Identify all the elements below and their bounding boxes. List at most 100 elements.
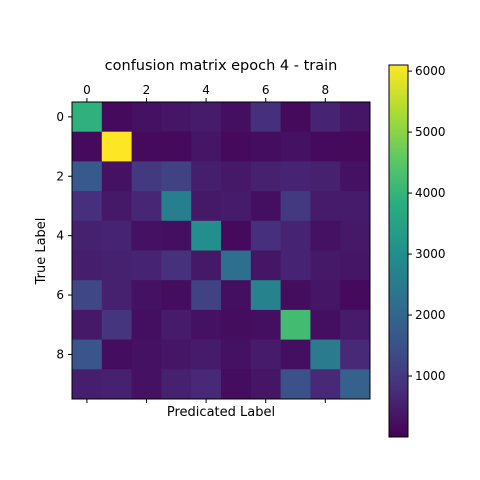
heatmap-cell	[340, 191, 371, 222]
heatmap-cell	[250, 131, 282, 162]
heatmap-cell	[191, 102, 222, 133]
heatmap-cell	[72, 339, 103, 370]
heatmap-cell	[191, 220, 222, 251]
heatmap-cell	[131, 102, 162, 133]
heatmap-cell	[161, 369, 192, 400]
heatmap-cell	[221, 309, 252, 341]
heatmap-cell	[310, 102, 341, 133]
heatmap-cell	[310, 309, 341, 341]
colorbar-tick-label: 3000	[415, 247, 446, 261]
heatmap-cell	[310, 131, 341, 162]
colorbar-tick-label: 4000	[415, 186, 446, 200]
heatmap-cell	[131, 131, 162, 162]
heatmap-cell	[191, 131, 222, 162]
heatmap-cell	[280, 280, 311, 311]
heatmap-cell	[101, 161, 133, 192]
heatmap-cell	[72, 309, 103, 341]
heatmap-cell	[221, 102, 252, 133]
heatmap-cell	[101, 220, 133, 251]
heatmap-cell	[250, 161, 282, 192]
heatmap-cell	[340, 220, 371, 251]
heatmap-cell	[280, 250, 311, 281]
heatmap-cell	[340, 339, 371, 370]
heatmap-cell	[221, 191, 252, 222]
heatmap-cell	[250, 309, 282, 341]
heatmap-cell	[221, 131, 252, 162]
colorbar-tick-label: 2000	[415, 308, 446, 322]
heatmap-cell	[101, 250, 133, 281]
heatmap-cell	[280, 369, 311, 400]
plot-frame	[71, 101, 371, 400]
heatmap-cell	[161, 131, 192, 162]
y-tick-label: 0	[56, 110, 64, 124]
heatmap-cell	[131, 220, 162, 251]
heatmap-cell	[340, 131, 371, 162]
x-tick-label: 2	[143, 83, 151, 97]
heatmap-cell	[72, 131, 103, 162]
heatmap-cell	[131, 191, 162, 222]
heatmap-cell	[131, 369, 162, 400]
heatmap-cell	[161, 280, 192, 311]
heatmap-cell	[310, 369, 341, 400]
heatmap-cell	[101, 339, 133, 370]
heatmap-cell	[161, 102, 192, 133]
x-tick-label: 6	[262, 83, 270, 97]
heatmap-cell	[131, 339, 162, 370]
y-tick-label: 2	[56, 169, 64, 183]
heatmap-cell	[72, 161, 103, 192]
heatmap-cell	[161, 309, 192, 341]
heatmap-cell	[72, 191, 103, 222]
heatmap-cell	[191, 280, 222, 311]
heatmap-cell	[340, 250, 371, 281]
heatmap-cell	[191, 250, 222, 281]
heatmap-cell	[191, 369, 222, 400]
heatmap-cell	[280, 102, 311, 133]
heatmap-cell	[101, 280, 133, 311]
y-axis-ticks: 0 2 4 6 8	[56, 110, 72, 361]
heatmap-cell	[310, 161, 341, 192]
colorbar	[388, 64, 409, 438]
heatmap-cell	[161, 339, 192, 370]
heatmap-cell	[250, 280, 282, 311]
colorbar-tick-label: 6000	[415, 64, 446, 78]
heatmap-cell	[310, 250, 341, 281]
heatmap-cell	[101, 309, 133, 341]
heatmap-cell	[340, 369, 371, 400]
heatmap-cell	[280, 161, 311, 192]
x-axis-label: Predicated Label	[167, 405, 275, 420]
heatmap-cell	[72, 220, 103, 251]
heatmap-cell	[221, 280, 252, 311]
heatmap-cell	[161, 191, 192, 222]
heatmap-cell	[310, 191, 341, 222]
heatmap-cell	[131, 309, 162, 341]
heatmap-cell	[101, 191, 133, 222]
heatmap-cell	[250, 220, 282, 251]
x-tick-label: 0	[83, 83, 91, 97]
colorbar-ticks: 1000 2000 3000 4000 5000 6000	[408, 64, 446, 383]
heatmap-cell	[191, 161, 222, 192]
heatmap-cell	[191, 309, 222, 341]
heatmap-cell	[191, 339, 222, 370]
y-tick-label: 8	[56, 347, 64, 361]
heatmap-cell	[310, 220, 341, 251]
heatmap-cell	[101, 131, 133, 162]
heatmap-cell	[280, 191, 311, 222]
heatmap-cell	[250, 250, 282, 281]
heatmap-cell	[280, 339, 311, 370]
heatmap-cell	[221, 369, 252, 400]
heatmap-cell	[340, 102, 371, 133]
heatmap-cell	[161, 161, 192, 192]
chart-title: confusion matrix epoch 4 - train	[105, 58, 338, 74]
heatmap-cell	[101, 102, 133, 133]
heatmap-cell	[250, 102, 282, 133]
heatmap-cell	[280, 220, 311, 251]
y-axis-label: True Label	[34, 218, 49, 286]
heatmap-cell	[340, 309, 371, 341]
heatmap-cell	[131, 161, 162, 192]
y-tick-label: 6	[56, 288, 64, 302]
heatmap-cell	[72, 102, 103, 133]
heatmap-cell	[250, 339, 282, 370]
heatmap-cell	[72, 280, 103, 311]
heatmap-cell	[310, 339, 341, 370]
